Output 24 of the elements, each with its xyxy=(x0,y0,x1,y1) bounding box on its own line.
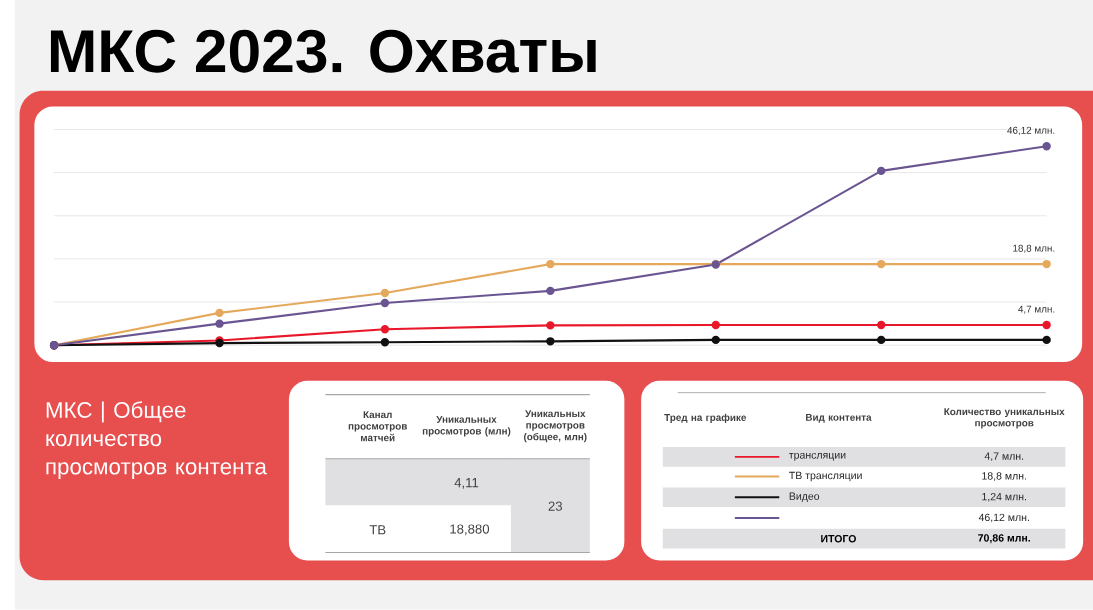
text: 4,7 млн. xyxy=(984,452,1024,462)
text: МКС | Общее количество просмотров контента xyxy=(46,401,267,479)
text: Уникальных просмотров (общее, млн) xyxy=(524,410,587,443)
text: 18,880 xyxy=(450,524,490,536)
data-label: 18,8 млн. xyxy=(1013,244,1055,253)
text: 70,86 млн. xyxy=(978,534,1030,544)
text: 46,12 млн. xyxy=(978,513,1029,523)
data-label: 4,7 млн. xyxy=(1018,305,1055,314)
text: Тред на графике xyxy=(664,413,747,424)
text: Количество уникальных просмотров xyxy=(944,408,1065,429)
text: Вид контента xyxy=(806,414,872,423)
legend-label: трансляции xyxy=(789,453,846,461)
text: 18,8 млн. xyxy=(982,472,1026,482)
text: 23 xyxy=(548,501,563,511)
chart-title: МКС 2023. Охваты xyxy=(50,29,596,73)
text: 1,24 млн. xyxy=(982,493,1026,502)
text: ТВ xyxy=(369,525,386,535)
text: ИТОГО xyxy=(821,535,856,543)
legend-label: ТВ трансляции xyxy=(789,471,862,482)
legend-label: Видео xyxy=(789,492,820,503)
text: 4,11 xyxy=(454,478,479,489)
data-label: 46,12 млн. xyxy=(1007,126,1055,136)
text: Уникальных просмотров (млн) xyxy=(422,416,511,437)
text: Канал просмотров матчей xyxy=(348,411,407,442)
